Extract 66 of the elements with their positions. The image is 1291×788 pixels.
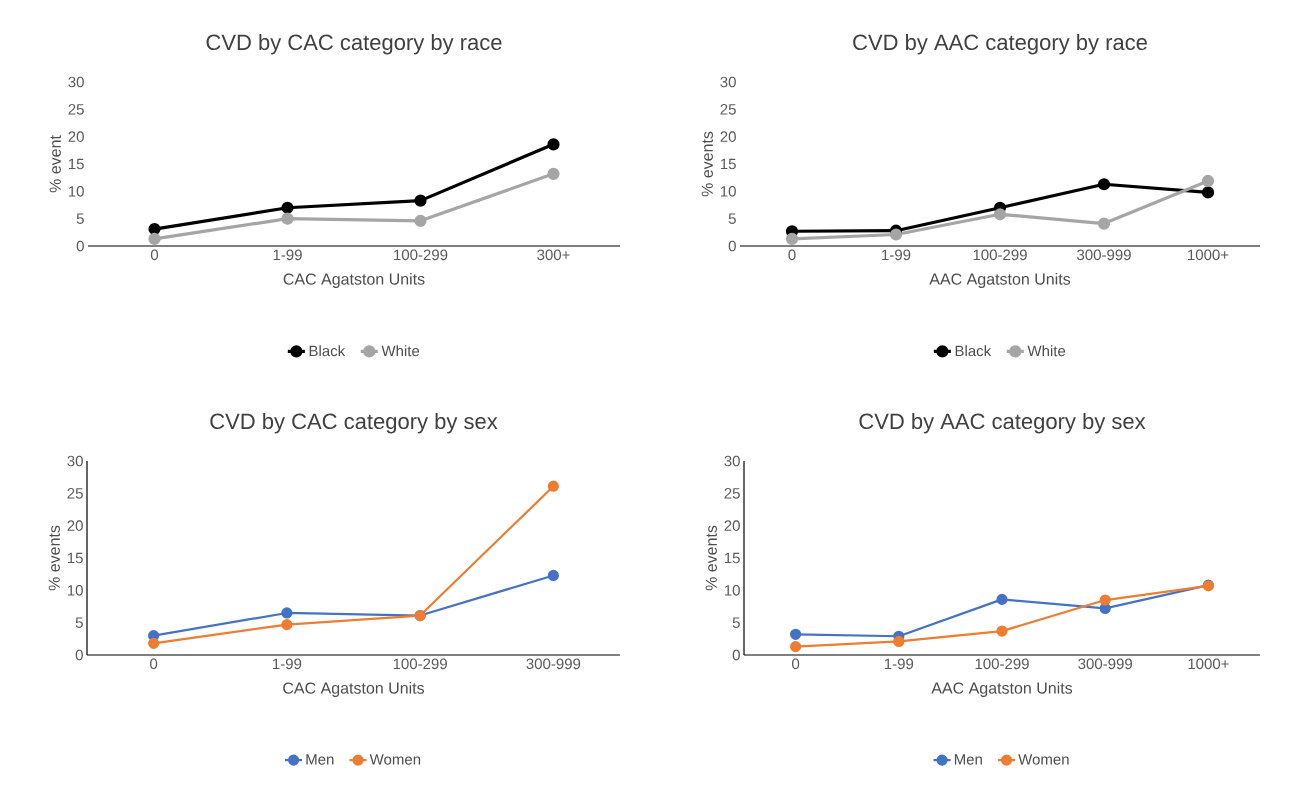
- y-tick-label: 30: [720, 76, 736, 88]
- y-tick-label: 10: [720, 186, 736, 197]
- legend-label: Women: [1018, 754, 1069, 765]
- legend-label: Black: [955, 345, 992, 357]
- x-axis-title: CAC Agatston Units: [283, 273, 425, 288]
- x-tick-label: 1-99: [273, 249, 302, 261]
- y-tick-label: 30: [68, 76, 84, 88]
- y-tick-label: 10: [724, 585, 740, 596]
- y-tick-label: 0: [76, 240, 84, 252]
- y-tick-label: 0: [728, 240, 736, 252]
- y-tick-label: 20: [67, 520, 83, 531]
- x-tick-label: 100-299: [393, 658, 447, 670]
- y-tick-label: 25: [720, 104, 736, 115]
- chart-title: CVD by CAC category by race: [206, 33, 502, 55]
- x-tick-label: 1000+: [1188, 249, 1229, 261]
- y-axis-title: % events: [705, 525, 717, 591]
- y-tick-label: 5: [728, 213, 736, 224]
- y-tick-label: 10: [67, 585, 83, 596]
- x-tick-label: 100-299: [973, 249, 1027, 261]
- x-tick-label: 0: [792, 658, 800, 670]
- chart-title: CVD by AAC category by race: [853, 33, 1147, 55]
- y-tick-label: 30: [724, 455, 740, 467]
- chart-title: CVD by CAC category by sex: [210, 412, 498, 434]
- y-tick-label: 20: [68, 131, 84, 142]
- y-tick-label: 30: [67, 455, 83, 467]
- x-tick-label: 300-999: [526, 658, 581, 670]
- x-tick-label: 1-99: [882, 249, 911, 261]
- y-tick-label: 25: [68, 104, 84, 115]
- y-tick-label: 25: [724, 488, 740, 499]
- y-tick-label: 5: [732, 617, 740, 628]
- x-tick-label: 0: [150, 249, 159, 261]
- y-tick-label: 5: [75, 617, 83, 628]
- x-tick-label: 0: [788, 249, 796, 261]
- y-tick-label: 20: [720, 131, 736, 142]
- x-tick-label: 1-99: [273, 658, 302, 670]
- legend-label: Black: [309, 345, 346, 357]
- legend-label: Men: [306, 754, 334, 765]
- y-tick-label: 10: [68, 186, 84, 197]
- x-axis-title: CAC Agatston Units: [283, 682, 425, 697]
- y-tick-label: 0: [75, 649, 83, 661]
- x-tick-label: 0: [150, 658, 158, 670]
- legend-label: White: [1027, 345, 1066, 357]
- x-tick-label: 100-299: [394, 249, 448, 261]
- x-tick-label: 300+: [537, 249, 570, 261]
- y-tick-label: 15: [68, 158, 84, 170]
- x-axis-title: AAC Agatston Units: [929, 273, 1071, 288]
- x-tick-label: 1-99: [884, 658, 914, 670]
- y-tick-label: 15: [720, 158, 736, 170]
- y-tick-label: 20: [724, 520, 740, 531]
- x-tick-label: 300-999: [1078, 658, 1132, 670]
- y-tick-label: 15: [724, 552, 740, 564]
- y-tick-label: 15: [67, 552, 83, 564]
- y-axis-title: % events: [701, 131, 713, 197]
- legend-label: Women: [369, 754, 421, 765]
- legend-label: Men: [954, 754, 982, 765]
- x-tick-label: 100-299: [975, 658, 1029, 670]
- y-tick-label: 5: [76, 213, 84, 224]
- x-tick-label: 1000+: [1188, 658, 1229, 670]
- x-tick-label: 300-999: [1077, 249, 1131, 261]
- y-tick-label: 25: [67, 488, 83, 499]
- y-axis-title: % event: [49, 135, 61, 193]
- y-axis-title: % events: [48, 525, 60, 591]
- legend-label: White: [381, 345, 420, 357]
- x-axis-title: AAC Agatston Units: [931, 682, 1073, 697]
- y-tick-label: 0: [732, 649, 740, 661]
- chart-title: CVD by AAC category by sex: [859, 412, 1146, 434]
